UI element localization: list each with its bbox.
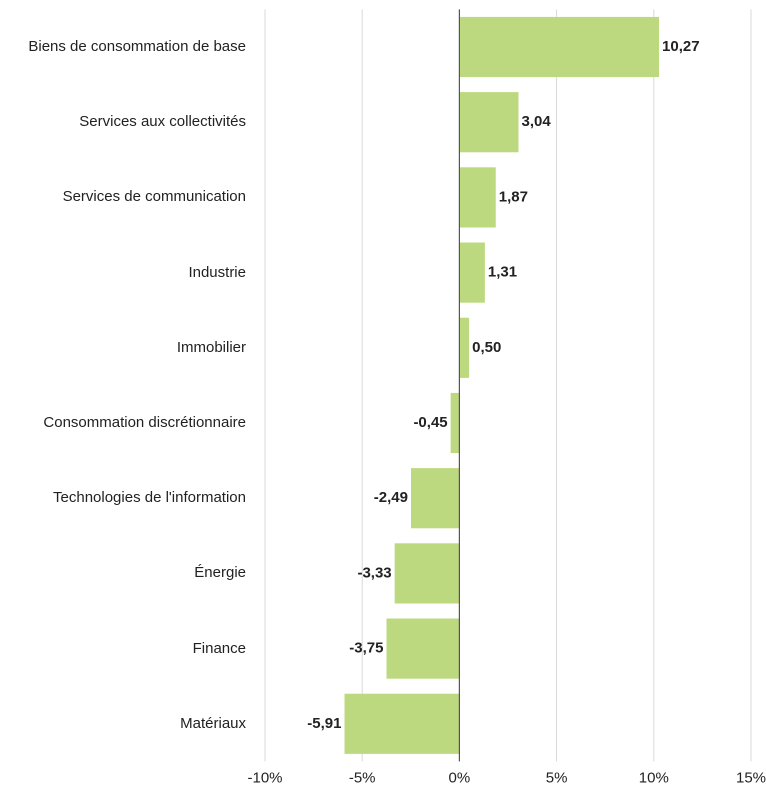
data-label: 1,87 — [499, 188, 528, 205]
y-tick-label: Énergie — [10, 543, 246, 603]
category-text: Services aux collectivités — [79, 113, 246, 131]
y-tick-label: Consommation discrétionnaire — [10, 393, 246, 453]
x-tick-label: 0% — [449, 769, 471, 786]
y-tick-label: Services aux collectivités — [10, 92, 246, 152]
x-tick-label: -5% — [349, 769, 376, 786]
category-text: Finance — [192, 639, 246, 657]
category-text: Immobilier — [176, 338, 246, 356]
data-label: -3,33 — [357, 564, 391, 581]
data-label: 3,04 — [521, 113, 551, 130]
category-text: Consommation discrétionnaire — [43, 414, 246, 431]
category-text: Industrie — [188, 263, 246, 281]
x-tick-label: -10% — [247, 769, 282, 786]
data-label: -2,49 — [374, 489, 408, 506]
data-label: 0,50 — [472, 339, 501, 356]
y-tick-label: Services de communication — [10, 167, 246, 227]
y-tick-label: Immobilier — [10, 318, 246, 378]
x-tick-label: 15% — [736, 769, 766, 786]
bar — [394, 543, 460, 604]
y-tick-label: Biens de consommation de base — [10, 17, 246, 77]
data-label: 10,27 — [662, 38, 700, 55]
bar — [450, 392, 460, 454]
bar — [344, 693, 460, 754]
x-tick-label: 5% — [546, 769, 568, 786]
bar — [459, 92, 519, 153]
category-text: Matériaux — [180, 714, 246, 732]
data-label: -5,91 — [307, 715, 341, 732]
bar — [459, 317, 470, 378]
bar — [459, 167, 496, 228]
x-tick-label: 10% — [639, 769, 669, 786]
category-text: Services de communication — [62, 188, 246, 206]
y-tick-label: Technologies de l'information — [10, 468, 246, 528]
y-tick-label: Industrie — [10, 243, 246, 303]
category-text: Biens de consommation de base — [28, 38, 246, 55]
data-label: 1,31 — [488, 264, 517, 281]
y-tick-label: Finance — [10, 619, 246, 679]
bar — [386, 618, 460, 679]
data-label: -0,45 — [413, 414, 447, 431]
y-tick-label: Matériaux — [10, 694, 246, 754]
data-label: -3,75 — [349, 640, 383, 657]
bar — [459, 16, 660, 78]
bar — [459, 242, 485, 303]
bar — [410, 468, 460, 529]
category-text: Technologies de l'information — [53, 489, 246, 507]
category-text: Énergie — [194, 564, 246, 582]
